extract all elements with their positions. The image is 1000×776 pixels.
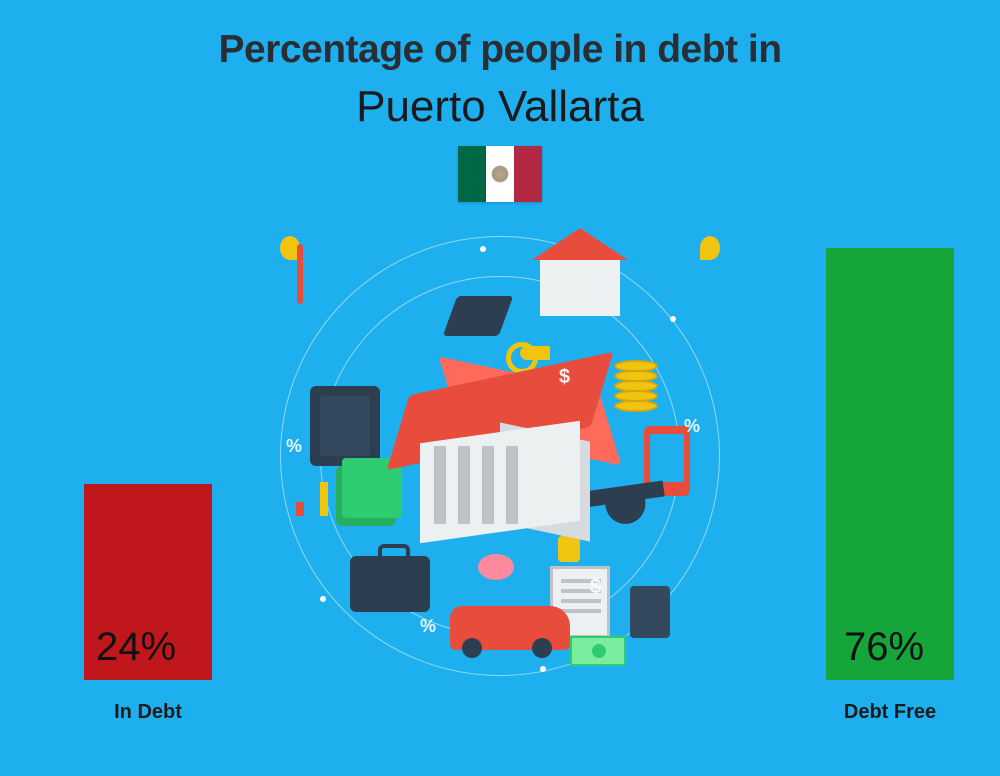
cash-stack-icon [336, 466, 396, 526]
orbit-dot-icon [320, 596, 326, 602]
coins-icon [614, 356, 664, 416]
dollar-symbol-icon: $ [590, 576, 601, 599]
safe-icon [310, 386, 380, 466]
mini-bar-chart-icon [296, 476, 340, 516]
bar-debt-free-label: Debt Free [820, 701, 960, 724]
bank-building-icon [410, 376, 590, 536]
key-icon [520, 346, 550, 360]
car-icon [450, 606, 570, 650]
flag-emblem-icon [491, 165, 509, 183]
percent-symbol-icon: % [286, 436, 302, 457]
caduceus-icon [280, 236, 320, 306]
flag-stripe-red [514, 146, 542, 202]
flag-stripe-green [458, 146, 486, 202]
padlock-icon [558, 536, 580, 562]
center-finance-illustration: % % % $ $ [280, 236, 720, 676]
percent-symbol-icon: % [684, 416, 700, 437]
bar-debt-free-value: 76% [826, 625, 954, 670]
briefcase-icon [350, 556, 430, 612]
bar-in-debt-value: 24% [84, 625, 212, 670]
title-main: Percentage of people in debt in [0, 28, 1000, 72]
piggy-bank-icon [478, 554, 514, 580]
percent-symbol-icon: % [420, 616, 436, 637]
orbit-dot-icon [670, 316, 676, 322]
house-icon [540, 256, 620, 316]
bar-debt-free: 76% Debt Free [826, 248, 954, 680]
flag-mexico [458, 146, 542, 202]
calculator-small-icon [630, 586, 670, 638]
bar-in-debt-label: In Debt [84, 701, 212, 724]
dollar-symbol-icon: $ [559, 366, 570, 389]
bar-in-debt: 24% In Debt [84, 484, 212, 680]
orbit-dot-icon [480, 246, 486, 252]
title-location: Puerto Vallarta [0, 82, 1000, 132]
banknote-icon [570, 636, 626, 666]
bar-debt-free-rect [826, 248, 954, 680]
orbit-dot-icon [540, 666, 546, 672]
flag-stripe-white [486, 146, 514, 202]
